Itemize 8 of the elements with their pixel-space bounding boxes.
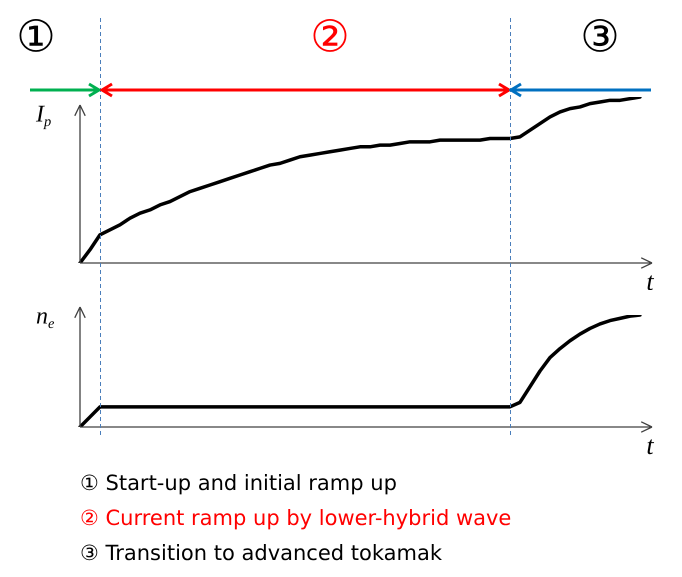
text: ③ Transition to advanced tokamak	[80, 540, 443, 567]
text: ①	[16, 11, 56, 62]
x-axis-title: t	[646, 266, 654, 296]
text: ③	[580, 11, 620, 62]
text: ① Start-up and initial ramp up	[80, 470, 398, 497]
text: ② Current ramp up by lower-hybrid wave	[80, 505, 512, 532]
text: ②	[310, 11, 350, 62]
x-axis-title: t	[646, 430, 654, 460]
